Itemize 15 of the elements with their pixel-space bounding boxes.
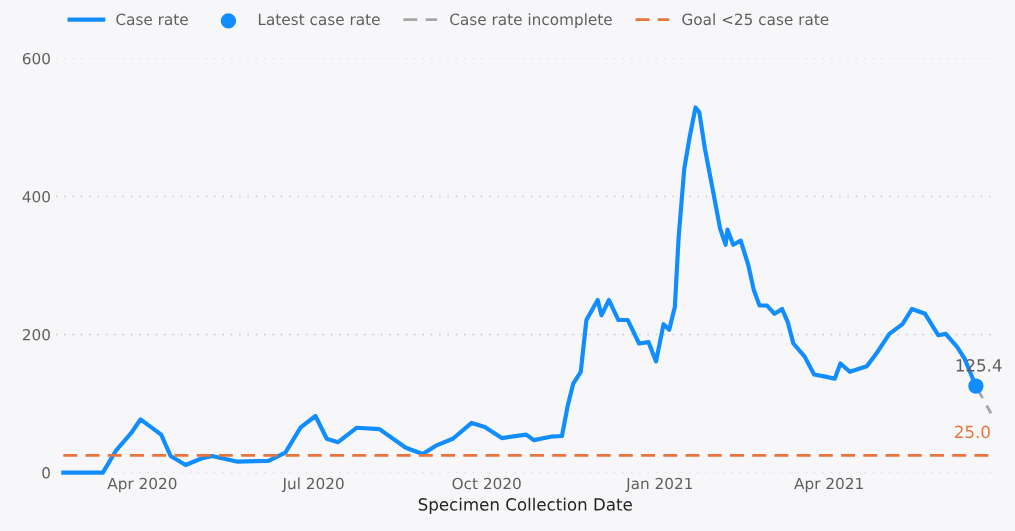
y-tick-label: 0 — [42, 467, 50, 479]
x-tick-label: Apr 2020 — [107, 477, 177, 493]
legend-label: Case rate — [116, 13, 188, 26]
x-tick-label: Apr 2021 — [794, 477, 863, 493]
x-axis-title: Specimen Collection Date — [418, 497, 632, 514]
legend-label: Case rate incomplete — [450, 13, 612, 29]
x-tick-label: Jul 2020 — [281, 477, 344, 493]
x-tick-label: Jan 2021 — [625, 477, 693, 493]
x-tick-label: Oct 2020 — [452, 477, 521, 490]
y-tick-label: 400 — [22, 190, 50, 203]
data-label: 25.0 — [955, 425, 990, 439]
y-tick-label: 600 — [22, 52, 50, 65]
legend-label: Latest case rate — [258, 13, 380, 26]
y-tick-label: 200 — [22, 329, 50, 341]
legend-label: Goal <25 case rate — [682, 13, 829, 26]
